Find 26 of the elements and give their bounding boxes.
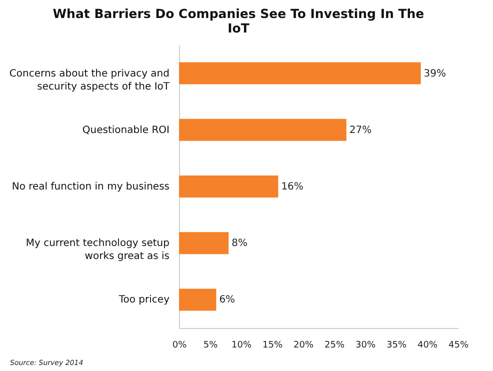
bar (179, 288, 216, 311)
bar (179, 118, 346, 141)
bar (179, 232, 229, 254)
y-tick-label: Questionable ROI (82, 124, 170, 136)
data-label: 27% (349, 124, 372, 136)
y-tick-label: My current technology setup works great as is (26, 238, 170, 262)
x-tick-label: 35% (386, 340, 407, 350)
x-tick-label: 30% (355, 340, 376, 350)
x-tick-label: 20% (293, 340, 314, 350)
y-tick-label: Concerns about the privacy and security aspects of the IoT (9, 68, 170, 92)
y-tick-label: No real function in my business (12, 182, 170, 192)
x-tick-label: 25% (324, 340, 345, 350)
x-tick-label: 10% (231, 340, 252, 350)
x-tick-label: 45% (448, 340, 469, 350)
y-tick-label: Too pricey (118, 294, 170, 306)
x-tick-label: 40% (417, 340, 438, 350)
chart-title: What Barriers Do Companies See To Investing In The IoT (52, 6, 424, 36)
bar (179, 176, 278, 198)
data-label: 8% (232, 238, 248, 250)
x-tick-label: 5% (203, 340, 218, 350)
data-label: 6% (219, 294, 236, 306)
data-label: 39% (424, 68, 446, 80)
x-tick-label: 15% (262, 340, 283, 350)
x-tick-label: 0% (172, 340, 188, 350)
bar (179, 62, 421, 84)
data-label: 16% (281, 182, 304, 192)
